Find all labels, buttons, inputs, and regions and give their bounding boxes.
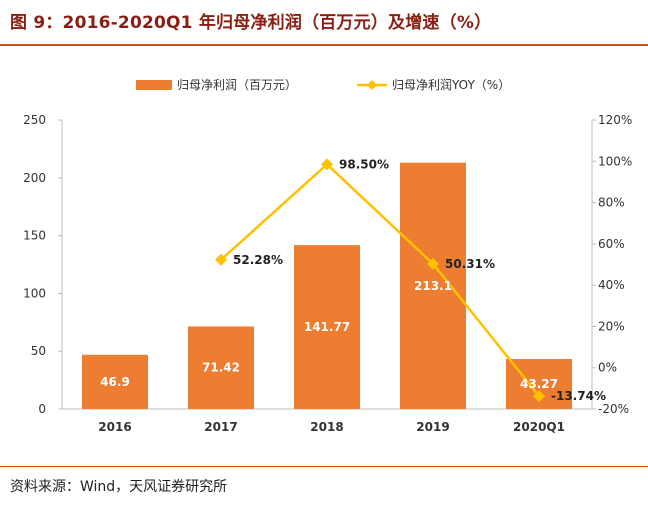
x-tick-label: 2019 (416, 420, 449, 434)
y-left-tick-label: 250 (23, 113, 46, 127)
legend-bar-swatch (136, 80, 172, 90)
legend-line-marker (367, 80, 377, 90)
yoy-point-2017 (215, 253, 227, 266)
y-right-tick-label: 20% (598, 319, 625, 333)
title-rule (0, 44, 648, 46)
bar-2018 (294, 245, 360, 409)
yoy-point-2020Q1 (533, 390, 545, 403)
y-left-tick-label: 50 (31, 344, 46, 358)
source-note: 资料来源：Wind，天风证券研究所 (10, 479, 228, 495)
yoy-value-label: -13.74% (551, 389, 606, 403)
y-left-tick-label: 200 (23, 171, 46, 185)
x-tick-label: 2017 (204, 420, 237, 434)
bar-value-label: 43.27 (520, 377, 558, 391)
x-tick-label: 2020Q1 (513, 420, 565, 434)
legend-line-label: 归母净利润YOY（%） (392, 78, 510, 92)
y-left-tick-label: 100 (23, 286, 46, 300)
bar-value-label: 46.9 (100, 375, 130, 389)
bar-2016 (82, 354, 148, 409)
y-right-tick-label: 100% (598, 154, 632, 168)
yoy-value-label: 52.28% (233, 253, 283, 267)
bar-2019 (400, 162, 466, 409)
chart: 归母净利润（百万元） 归母净利润YOY（%） 0 50 100 150 200 250 -20%… (23, 78, 632, 434)
y-right-tick-label: -20% (598, 402, 629, 416)
y-left-tick-label: 150 (23, 229, 46, 243)
y-right-tick-label: 0% (598, 361, 617, 375)
y-right-tick-label: 60% (598, 237, 625, 251)
y-left-tick-label: 0 (38, 402, 46, 416)
figure-title: 图 9：2016-2020Q1 年归母净利润（百万元）及增速（%） (10, 13, 492, 33)
y-right-tick-label: 120% (598, 113, 632, 127)
yoy-point-2019 (427, 257, 439, 270)
y-right-tick-label: 40% (598, 278, 625, 292)
x-tick-label: 2018 (310, 420, 343, 434)
legend-bar-label: 归母净利润（百万元） (177, 78, 297, 92)
bar-2017 (188, 326, 254, 409)
bar-value-label: 141.77 (304, 320, 350, 334)
bar-value-label: 213.1 (414, 279, 452, 293)
yoy-value-label: 50.31% (445, 257, 495, 271)
yoy-value-label: 98.50% (339, 157, 389, 171)
x-tick-label: 2016 (98, 420, 131, 434)
yoy-point-2018 (321, 158, 333, 171)
yoy-line (220, 162, 540, 397)
source-rule (0, 466, 648, 467)
bar-value-label: 71.42 (202, 361, 240, 375)
y-right-tick-label: 80% (598, 196, 625, 210)
